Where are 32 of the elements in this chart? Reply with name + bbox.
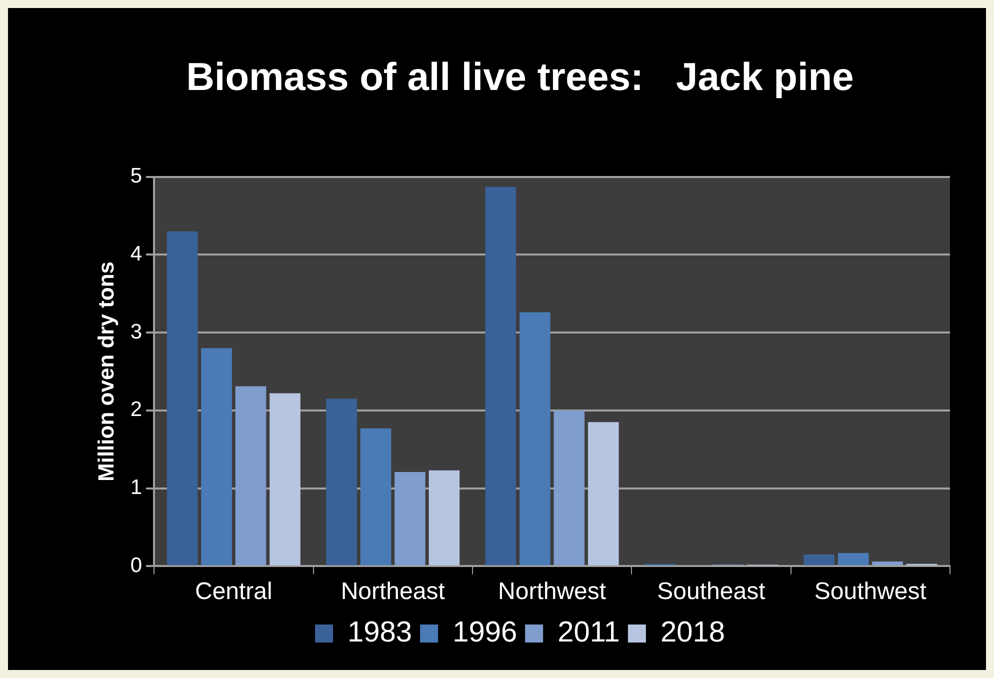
legend-label: 2011 — [558, 616, 620, 648]
legend-label: 1996 — [452, 616, 518, 648]
y-axis-title: Million oven dry tons — [93, 261, 118, 482]
bar — [166, 231, 198, 566]
y-tick-label: 5 — [130, 164, 142, 188]
legend-label: 1983 — [348, 616, 412, 648]
x-tick-label: Southwest — [814, 578, 927, 606]
bar — [554, 410, 585, 566]
y-tick-label: 0 — [130, 554, 142, 577]
bar — [838, 552, 869, 566]
y-tick-label: 3 — [130, 320, 142, 344]
x-tick-label: Central — [194, 578, 272, 606]
bar — [235, 386, 266, 566]
legend-label: 2018 — [660, 616, 725, 648]
x-tick-label: Northeast — [340, 578, 446, 606]
x-tick-label: Northwest — [498, 578, 606, 606]
y-tick-label: 4 — [130, 242, 142, 266]
y-tick-label: 2 — [130, 398, 142, 422]
bar — [428, 470, 460, 566]
y-tick-label: 1 — [130, 476, 142, 500]
bar — [804, 554, 834, 566]
bar — [394, 472, 426, 566]
chart-title: Biomass of all live trees: Jack pine — [186, 56, 854, 100]
bar — [872, 562, 903, 566]
bar — [201, 348, 232, 566]
bar — [520, 312, 550, 566]
bar — [485, 186, 516, 566]
bar — [360, 428, 392, 566]
bar — [270, 393, 300, 566]
bar — [588, 422, 619, 566]
x-tick-label: Southeast — [657, 578, 766, 606]
bar — [326, 398, 357, 566]
